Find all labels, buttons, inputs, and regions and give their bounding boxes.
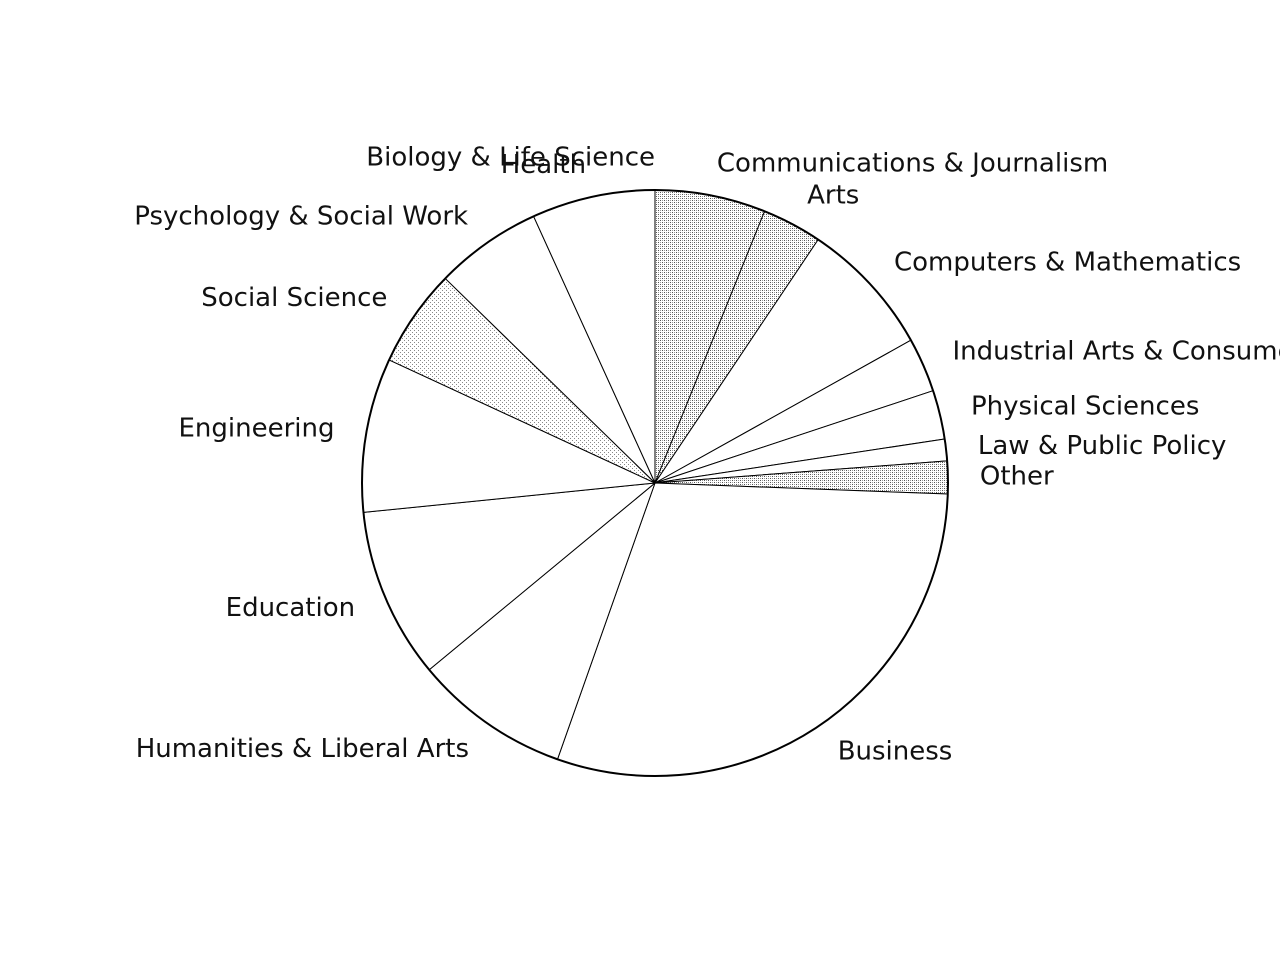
label-education: Education — [226, 593, 355, 623]
label-industrial-arts-and-consumer-services: Industrial Arts & Consumer Services — [953, 337, 1280, 367]
label-communications-and-journalism: Communications & Journalism — [717, 148, 1108, 178]
label-social-science: Social Science — [201, 283, 387, 313]
label-other: Other — [980, 461, 1054, 491]
label-arts: Arts — [807, 180, 859, 210]
label-business: Business — [838, 736, 953, 766]
label-humanities-and-liberal-arts: Humanities & Liberal Arts — [136, 734, 469, 764]
label-biology-and-life-science: Biology & Life Science — [366, 143, 655, 173]
pie-outline — [361, 189, 949, 777]
label-health: Health — [501, 150, 586, 180]
label-psychology-and-social-work: Psychology & Social Work — [134, 202, 468, 232]
label-computers-and-mathematics: Computers & Mathematics — [894, 247, 1241, 277]
label-engineering: Engineering — [179, 414, 335, 444]
pie-slices — [361, 189, 949, 777]
label-physical-sciences: Physical Sciences — [971, 392, 1199, 422]
label-law-and-public-policy: Law & Public Policy — [978, 431, 1227, 461]
